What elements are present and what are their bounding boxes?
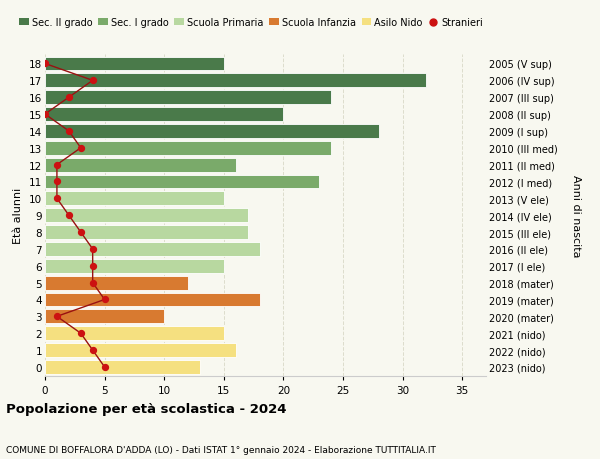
Point [88, 263, 97, 270]
Point [88, 78, 97, 85]
Point [100, 296, 109, 303]
Bar [45, 360, 200, 374]
Bar [45, 343, 236, 357]
Point [40, 61, 50, 68]
Text: Popolazione per età scolastica - 2024: Popolazione per età scolastica - 2024 [6, 403, 287, 415]
Point [76, 330, 86, 337]
Point [52, 195, 62, 202]
Bar [45, 74, 427, 88]
Y-axis label: Età alunni: Età alunni [13, 188, 23, 244]
Bar [45, 327, 224, 341]
Legend: Sec. II grado, Sec. I grado, Scuola Primaria, Scuola Infanzia, Asilo Nido, Stran: Sec. II grado, Sec. I grado, Scuola Prim… [19, 18, 483, 28]
Bar [45, 209, 248, 223]
Point [64, 128, 74, 135]
Bar [45, 242, 260, 256]
Text: COMUNE DI BOFFALORA D'ADDA (LO) - Dati ISTAT 1° gennaio 2024 - Elaborazione TUTT: COMUNE DI BOFFALORA D'ADDA (LO) - Dati I… [6, 445, 436, 454]
Bar [45, 226, 248, 240]
Bar [45, 293, 260, 307]
Bar [45, 310, 164, 324]
Bar [45, 141, 331, 155]
Bar [45, 158, 236, 172]
Point [88, 280, 97, 287]
Point [76, 145, 86, 152]
Bar [45, 192, 224, 206]
Bar [45, 175, 319, 189]
Point [52, 162, 62, 169]
Bar [45, 125, 379, 139]
Bar [45, 57, 224, 71]
Point [76, 229, 86, 236]
Point [40, 111, 50, 118]
Point [88, 347, 97, 354]
Bar [45, 91, 331, 105]
Point [64, 212, 74, 219]
Point [100, 364, 109, 371]
Bar [45, 276, 188, 290]
Point [64, 94, 74, 101]
Point [88, 246, 97, 253]
Bar [45, 259, 224, 273]
Y-axis label: Anni di nascita: Anni di nascita [571, 174, 581, 257]
Point [52, 179, 62, 186]
Bar [45, 108, 283, 122]
Point [52, 313, 62, 320]
